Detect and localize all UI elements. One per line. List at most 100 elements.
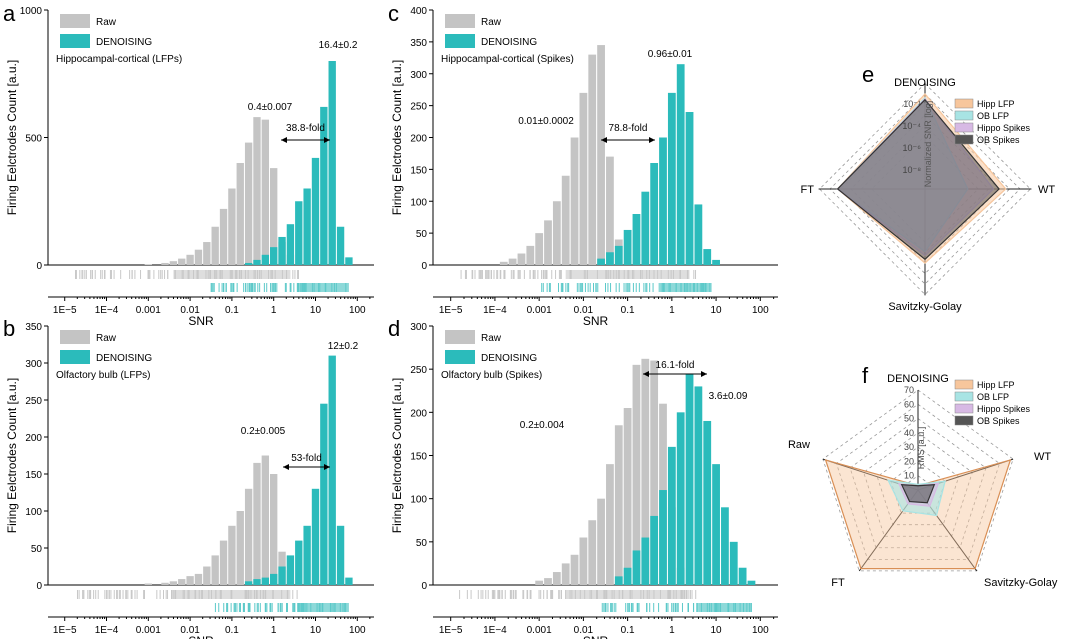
- legend-label: OB Spikes: [977, 416, 1020, 426]
- raw-bar: [597, 499, 605, 585]
- radar-axis-label: FT: [801, 184, 815, 196]
- fold-label: 78.8-fold: [609, 123, 648, 134]
- panel-f: f DENOISINGWTSavitzky-GolayFTRaw RMS [a.u.…: [788, 363, 1058, 589]
- denoising-bar: [694, 386, 702, 585]
- y-tick-label: 50: [416, 538, 428, 549]
- y-tick-label: 0: [421, 261, 427, 272]
- raw-rug-dense: [173, 590, 290, 599]
- raw-bar: [571, 138, 579, 266]
- raw-bar: [212, 555, 219, 585]
- denoising-rug-dense: [299, 283, 349, 292]
- raw-mean-label: 0.2±0.005: [241, 426, 286, 437]
- denoising-bar: [337, 227, 344, 265]
- raw-bar: [562, 176, 570, 265]
- y-tick-label: 350: [410, 38, 427, 49]
- panel-d: d050100150200250300Firing Eelctrodes Cou…: [388, 316, 778, 639]
- denoising-bar: [345, 578, 352, 585]
- denoising-bar: [337, 526, 344, 585]
- y-tick-label: 300: [410, 322, 427, 333]
- legend-label: OB LFP: [977, 392, 1009, 402]
- legend-swatch: [955, 99, 973, 108]
- legend-denoising-swatch: [60, 34, 90, 48]
- raw-bar: [588, 520, 596, 585]
- raw-bar: [579, 538, 587, 585]
- raw-bar: [262, 456, 269, 586]
- radar-tick-label: 20: [904, 456, 914, 466]
- denoising-bar: [295, 541, 302, 585]
- panel-letter: e: [862, 62, 874, 87]
- y-tick-label: 400: [410, 6, 427, 17]
- raw-rug-dense: [566, 590, 690, 599]
- raw-bar: [518, 254, 526, 265]
- denoising-bar: [703, 249, 711, 265]
- denoising-rug-dense: [659, 283, 712, 292]
- panel-title: Olfactory bulb (Spikes): [441, 370, 542, 381]
- x-tick-label: 100: [752, 305, 769, 316]
- legend-raw-swatch: [445, 14, 475, 28]
- panel-b: b 0 50 100 150 200 250 300 350 Firing Eelctrodes …: [3, 316, 374, 639]
- raw-bar: [228, 189, 235, 266]
- raw-bar: [178, 259, 185, 265]
- raw-bar: [228, 526, 235, 585]
- x-axis-label: SNR: [188, 314, 214, 328]
- y-tick-label: 150: [410, 452, 427, 463]
- x-tick-label: 1E−4: [483, 625, 507, 636]
- legend-label: OB LFP: [977, 111, 1009, 121]
- legend-denoising-label: DENOISING: [481, 37, 537, 48]
- x-tick-label: 10: [711, 625, 723, 636]
- x-tick-label: 1E−4: [95, 625, 119, 636]
- legend-swatch: [955, 135, 973, 144]
- x-axis-label: SNR: [583, 634, 609, 639]
- x-tick-label: 1: [271, 305, 277, 316]
- denoising-bar: [287, 555, 294, 585]
- denoising-bar: [633, 214, 641, 265]
- legend-denoising-label: DENOISING: [96, 37, 152, 48]
- y-axis-label: Firing Eelctrodes Count [a.u.]: [390, 60, 404, 215]
- legend-swatch: [955, 123, 973, 132]
- x-tick-label: 1E−4: [483, 305, 507, 316]
- panel-letter: c: [388, 1, 399, 26]
- denoising-mean-label: 3.6±0.09: [709, 391, 748, 402]
- raw-bar: [535, 581, 543, 585]
- denoising-bar: [615, 576, 623, 585]
- denoising-bar: [686, 112, 694, 265]
- y-tick-label: 200: [410, 134, 427, 145]
- radar-tick-label: 10⁻⁴: [902, 121, 921, 131]
- denoising-bar: [245, 581, 252, 585]
- fold-label: 53-fold: [291, 453, 322, 464]
- y-tick-label: 100: [25, 507, 42, 518]
- raw-bar: [203, 567, 210, 586]
- radar-axis-label: Raw: [788, 439, 810, 451]
- x-tick-label: 100: [349, 305, 366, 316]
- denoising-bar: [320, 404, 327, 585]
- y-tick-label: 100: [410, 495, 427, 506]
- raw-bar: [186, 255, 193, 265]
- x-tick-label: 10: [711, 305, 723, 316]
- denoising-bar: [329, 356, 336, 585]
- panel-c: c050100150200250300350400Firing Eelctrod…: [388, 1, 778, 328]
- radar-value-axis-label: Normalized SNR [log]: [923, 101, 933, 188]
- x-tick-label: 100: [349, 625, 366, 636]
- denoising-bar: [312, 489, 319, 585]
- radar-tick-label: 70: [904, 385, 914, 395]
- denoising-mean-label: 12±0.2: [328, 341, 359, 352]
- raw-mean-label: 0.4±0.007: [248, 102, 293, 113]
- raw-bar: [161, 583, 168, 585]
- radar-value-axis-label: RMS [a.u.]: [916, 427, 926, 470]
- y-tick-label: 1000: [20, 6, 43, 17]
- x-tick-label: 0.1: [225, 305, 239, 316]
- legend-raw-swatch: [60, 14, 90, 28]
- radar-tick-label: 50: [904, 414, 914, 424]
- legend-swatch: [955, 416, 973, 425]
- denoising-bar: [312, 158, 319, 265]
- y-tick-label: 300: [410, 70, 427, 81]
- denoising-bar: [641, 538, 649, 585]
- x-tick-label: 0.1: [621, 625, 635, 636]
- raw-bar: [615, 425, 623, 585]
- denoising-rug-dense: [698, 603, 751, 612]
- denoising-bar: [624, 568, 632, 585]
- raw-bar: [195, 250, 202, 265]
- x-tick-label: 10: [310, 625, 322, 636]
- fold-label: 38.8-fold: [286, 123, 325, 134]
- raw-bar: [212, 227, 219, 265]
